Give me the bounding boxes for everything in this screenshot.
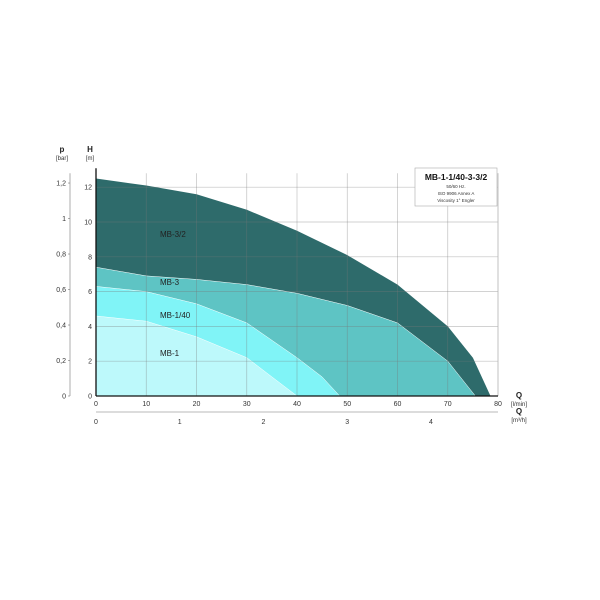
series-label: MB-3 <box>160 278 180 287</box>
x-tick-label: 70 <box>444 401 452 408</box>
y2-tick-label: 0,6 <box>56 287 66 294</box>
y2-axis-unit: [bar] <box>56 156 68 162</box>
series-label: MB-3/2 <box>160 230 186 239</box>
y2-tick-label: 0 <box>62 394 66 401</box>
x-tick-label: 40 <box>293 401 301 408</box>
x-tick-label: 0 <box>94 401 98 408</box>
y2-axis-label: p <box>60 145 65 154</box>
y-tick-label: 4 <box>88 324 92 331</box>
y-tick-label: 2 <box>88 359 92 366</box>
x-tick-label: 80 <box>494 401 502 408</box>
x-tick-label: 20 <box>193 401 201 408</box>
y-axis-label: H <box>87 145 93 154</box>
y2-tick-label: 1,2 <box>56 181 66 188</box>
y2-tick-label: 0,8 <box>56 252 66 259</box>
info-line: ISO 9906 Annex A <box>438 191 475 196</box>
y-tick-label: 0 <box>88 394 92 401</box>
info-line: Viscosity 1° Engler <box>437 198 475 203</box>
x2-tick-label: 4 <box>429 419 433 426</box>
chart-title: MB-1-1/40-3-3/2 <box>425 172 488 182</box>
x-tick-label: 30 <box>243 401 251 408</box>
series-labels: MB-3/2 MB-3 MB-1/40 MB-1 <box>160 230 191 358</box>
x-tick-label: 10 <box>142 401 150 408</box>
x2-tick-label: 0 <box>94 419 98 426</box>
series-label: MB-1 <box>160 349 180 358</box>
x-axis-unit: [l/min] <box>511 402 527 408</box>
y2-tick-label: 0,4 <box>56 323 66 330</box>
x2-tick-label: 2 <box>262 419 266 426</box>
y2-tick-label: 0,2 <box>56 358 66 365</box>
series-label: MB-1/40 <box>160 311 191 320</box>
x-tick-label: 50 <box>343 401 351 408</box>
y2-tick-label: 1 <box>62 216 66 223</box>
x2-tick-label: 3 <box>345 419 349 426</box>
x-tick-label: 60 <box>394 401 402 408</box>
info-box: MB-1-1/40-3-3/2 50/60 Hz. ISO 9906 Annex… <box>414 167 498 207</box>
y-tick-label: 10 <box>84 220 92 227</box>
y-tick-label: 6 <box>88 289 92 296</box>
y-axis-unit: [m] <box>86 156 95 162</box>
x2-axis-unit: [m³/h] <box>511 418 527 424</box>
x-axis-label: Q <box>516 391 522 400</box>
y-tick-label: 8 <box>88 254 92 261</box>
curve-areas <box>95 178 491 397</box>
series-area-MB-1 <box>95 315 298 397</box>
x2-axis-label: Q <box>516 407 522 416</box>
y-tick-label: 12 <box>84 185 92 192</box>
info-line: 50/60 Hz. <box>446 184 465 189</box>
x2-tick-label: 1 <box>178 419 182 426</box>
